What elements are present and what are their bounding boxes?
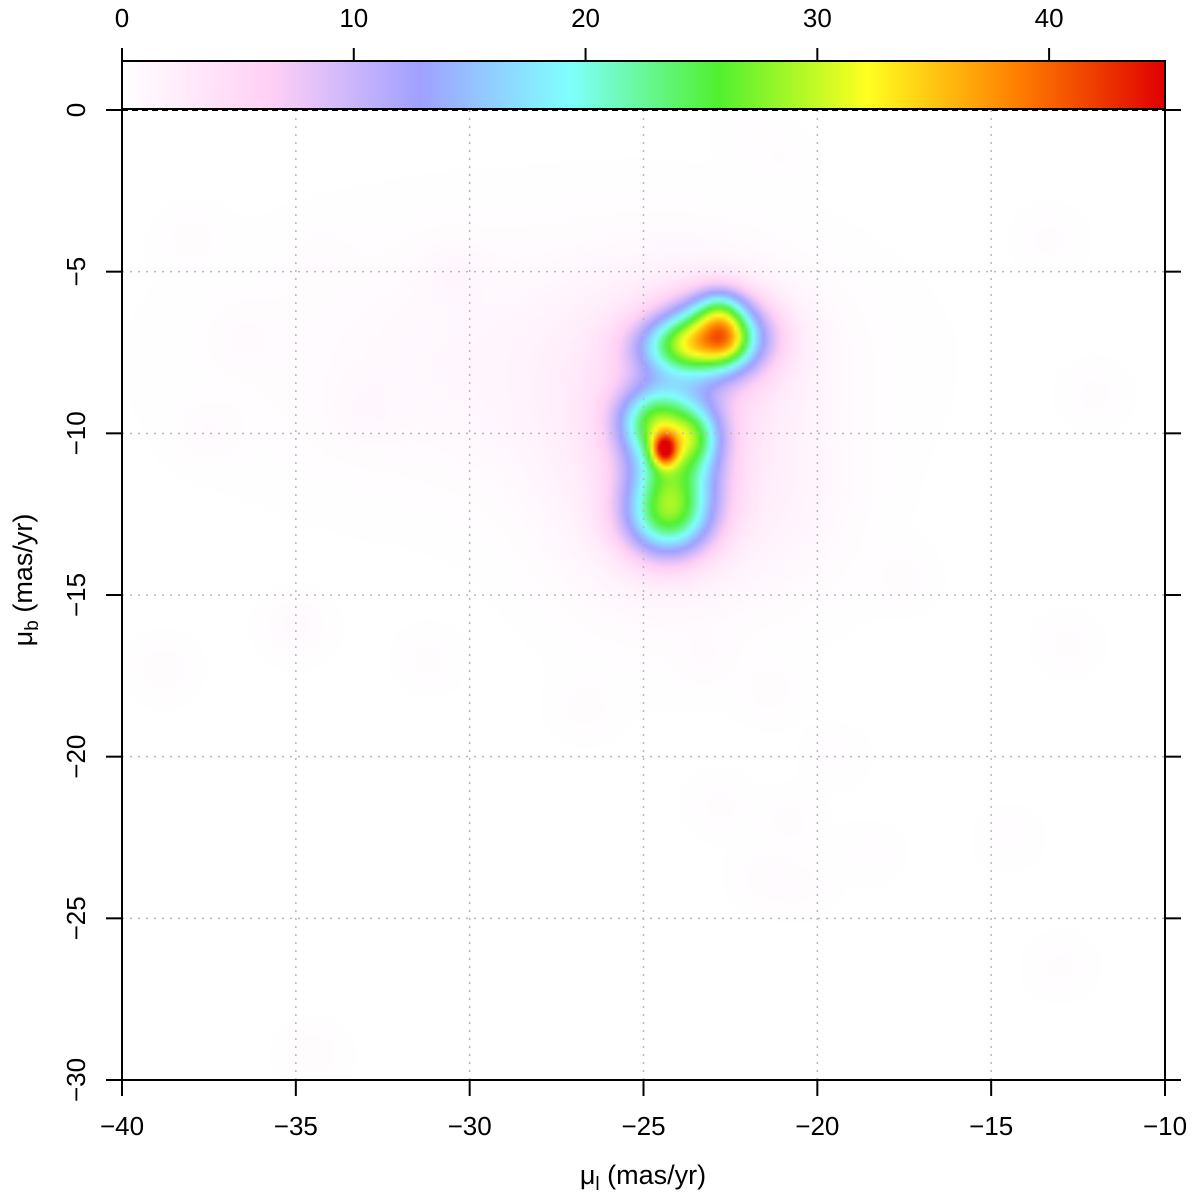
- colorbar-gradient: [122, 61, 1165, 109]
- colorbar-tick-label: 30: [803, 3, 832, 33]
- colorbar: 0 10 20 30 40: [115, 3, 1166, 110]
- colorbar-tick-label: 10: [339, 3, 368, 33]
- x-tick-label: −20: [795, 1111, 839, 1141]
- y-tick-label: 0: [61, 103, 91, 117]
- x-tick-label: −40: [100, 1111, 144, 1141]
- x-axis-title: μl (mas/yr): [580, 1160, 706, 1195]
- colorbar-tick-label: 0: [115, 3, 129, 33]
- x-tick-label: −10: [1143, 1111, 1187, 1141]
- x-tick-label: −15: [969, 1111, 1013, 1141]
- x-tick-label: −35: [274, 1111, 318, 1141]
- y-tick-label: −15: [61, 573, 91, 617]
- y-tick-label: −20: [61, 735, 91, 779]
- x-tick-label: −25: [621, 1111, 665, 1141]
- colorbar-tick-label: 40: [1035, 3, 1064, 33]
- x-tick-label: −30: [448, 1111, 492, 1141]
- y-tick-label: −10: [61, 411, 91, 455]
- x-axis-ticks: −40 −35 −30 −25 −20 −15 −10: [100, 1080, 1187, 1141]
- axes: −40 −35 −30 −25 −20 −15 −10 0 −5 −10 −15 −20 −25 −30: [61, 61, 1187, 1141]
- y-axis-ticks: 0 −5 −10 −15 −20 −25 −30: [61, 103, 1181, 1102]
- colorbar-ticks: 0 10 20 30 40: [115, 3, 1064, 61]
- y-axis-title: μb (mas/yr): [8, 514, 43, 647]
- y-tick-label: −25: [61, 896, 91, 940]
- y-tick-label: −30: [61, 1058, 91, 1102]
- colorbar-tick-label: 20: [571, 3, 600, 33]
- y-tick-label: −5: [61, 257, 91, 287]
- grid: [122, 110, 1165, 1080]
